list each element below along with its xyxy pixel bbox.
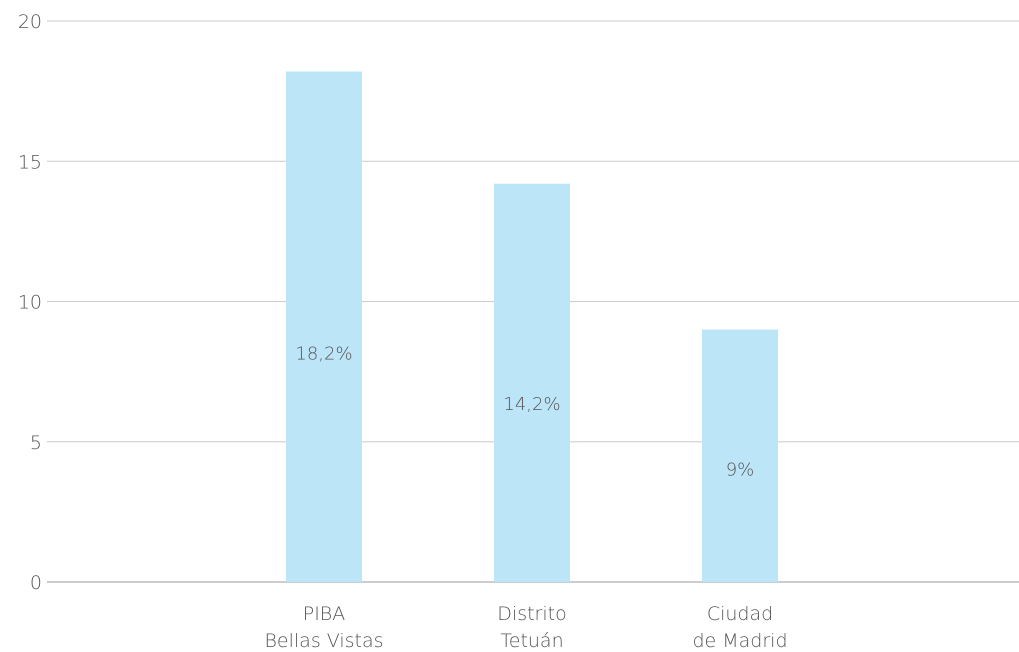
x-tick-label: Distrito Tetuán xyxy=(497,603,566,652)
y-tick-label: 15 xyxy=(18,151,42,173)
value-label: 14,2% xyxy=(503,394,560,415)
y-tick-label: 5 xyxy=(30,432,42,454)
x-tick-label: Ciudad de Madrid xyxy=(692,603,787,652)
y-tick-label: 20 xyxy=(18,11,42,33)
y-tick-label: 0 xyxy=(30,572,42,594)
x-tick-label: PIBA Bellas Vistas xyxy=(264,603,383,652)
value-label: 18,2% xyxy=(295,343,352,364)
bar xyxy=(286,71,362,583)
value-label: 9% xyxy=(726,459,755,480)
bar xyxy=(494,183,570,582)
bar xyxy=(702,329,778,582)
y-tick-label: 10 xyxy=(18,292,42,314)
